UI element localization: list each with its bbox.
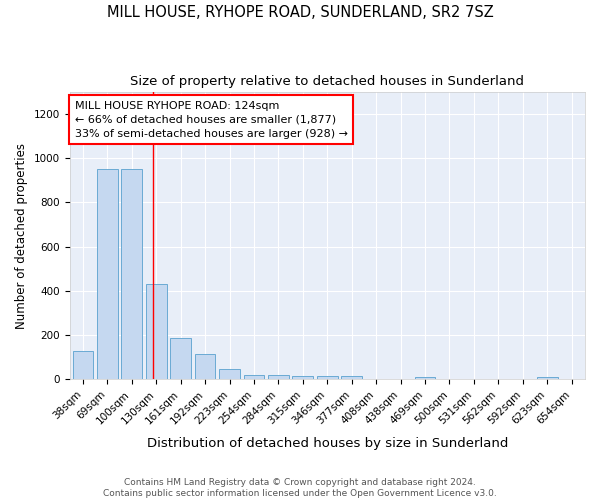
Bar bbox=[415, 377, 436, 380]
Bar bbox=[146, 284, 167, 380]
Bar bbox=[341, 376, 362, 380]
Text: MILL HOUSE RYHOPE ROAD: 124sqm
← 66% of detached houses are smaller (1,877)
33% : MILL HOUSE RYHOPE ROAD: 124sqm ← 66% of … bbox=[74, 100, 347, 138]
X-axis label: Distribution of detached houses by size in Sunderland: Distribution of detached houses by size … bbox=[146, 437, 508, 450]
Bar bbox=[170, 338, 191, 380]
Bar bbox=[317, 376, 338, 380]
Text: MILL HOUSE, RYHOPE ROAD, SUNDERLAND, SR2 7SZ: MILL HOUSE, RYHOPE ROAD, SUNDERLAND, SR2… bbox=[107, 5, 493, 20]
Y-axis label: Number of detached properties: Number of detached properties bbox=[15, 142, 28, 328]
Bar bbox=[195, 354, 215, 380]
Bar bbox=[219, 370, 240, 380]
Text: Contains HM Land Registry data © Crown copyright and database right 2024.
Contai: Contains HM Land Registry data © Crown c… bbox=[103, 478, 497, 498]
Bar bbox=[244, 375, 265, 380]
Bar bbox=[292, 376, 313, 380]
Bar bbox=[268, 375, 289, 380]
Bar bbox=[121, 170, 142, 380]
Bar bbox=[97, 170, 118, 380]
Bar bbox=[537, 377, 557, 380]
Bar bbox=[73, 350, 94, 380]
Title: Size of property relative to detached houses in Sunderland: Size of property relative to detached ho… bbox=[130, 75, 524, 88]
